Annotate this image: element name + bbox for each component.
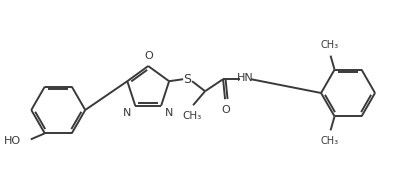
Text: N: N: [123, 108, 131, 118]
Text: CH₃: CH₃: [321, 136, 339, 146]
Text: HN: HN: [237, 73, 254, 83]
Text: CH₃: CH₃: [182, 111, 202, 121]
Text: O: O: [222, 105, 230, 115]
Text: HO: HO: [4, 136, 21, 146]
Text: O: O: [145, 51, 153, 61]
Text: CH₃: CH₃: [321, 40, 339, 50]
Text: N: N: [165, 108, 173, 118]
Text: S: S: [183, 73, 191, 86]
